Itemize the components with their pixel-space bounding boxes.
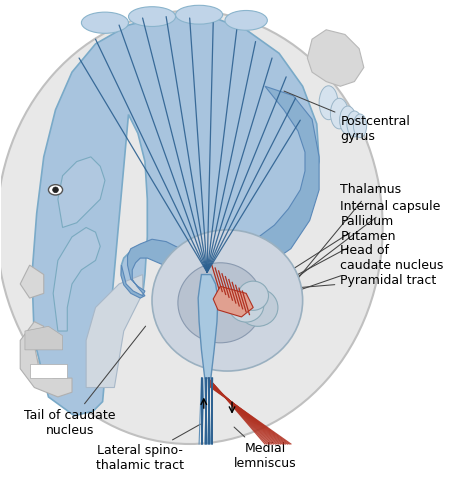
- Ellipse shape: [152, 230, 302, 371]
- Ellipse shape: [178, 263, 263, 343]
- Ellipse shape: [175, 5, 223, 24]
- Polygon shape: [53, 228, 100, 331]
- Ellipse shape: [330, 98, 348, 129]
- Polygon shape: [86, 274, 143, 388]
- Polygon shape: [198, 274, 218, 378]
- Text: Lateral spino-
thalamic tract: Lateral spino- thalamic tract: [96, 424, 201, 472]
- Polygon shape: [20, 321, 72, 397]
- Ellipse shape: [48, 184, 63, 195]
- Text: Head of
caudate nucleus: Head of caudate nucleus: [265, 244, 444, 302]
- Polygon shape: [58, 157, 105, 228]
- Ellipse shape: [228, 288, 264, 322]
- Polygon shape: [121, 86, 319, 298]
- Ellipse shape: [238, 281, 268, 310]
- Polygon shape: [32, 16, 319, 416]
- Ellipse shape: [354, 114, 367, 137]
- Polygon shape: [307, 30, 364, 86]
- Polygon shape: [25, 326, 63, 350]
- Text: Pallidum: Pallidum: [244, 216, 393, 300]
- Ellipse shape: [225, 11, 267, 30]
- Text: Internal capsule: Internal capsule: [265, 200, 441, 302]
- Text: Postcentral
gyrus: Postcentral gyrus: [284, 91, 410, 143]
- Text: Tail of caudate
nucleus: Tail of caudate nucleus: [24, 326, 146, 437]
- Ellipse shape: [339, 106, 356, 134]
- Text: Pyramidal tract: Pyramidal tract: [261, 274, 437, 291]
- Text: Thalamus: Thalamus: [274, 183, 401, 308]
- Polygon shape: [213, 286, 253, 317]
- Ellipse shape: [238, 289, 278, 326]
- Polygon shape: [30, 364, 67, 378]
- Polygon shape: [20, 265, 44, 298]
- Ellipse shape: [82, 12, 128, 34]
- Text: Putamen: Putamen: [258, 230, 396, 296]
- Ellipse shape: [347, 111, 362, 137]
- Ellipse shape: [319, 86, 338, 120]
- Text: Medial
lemniscus: Medial lemniscus: [234, 427, 296, 469]
- Ellipse shape: [128, 7, 175, 26]
- Ellipse shape: [0, 11, 383, 444]
- Ellipse shape: [53, 187, 58, 193]
